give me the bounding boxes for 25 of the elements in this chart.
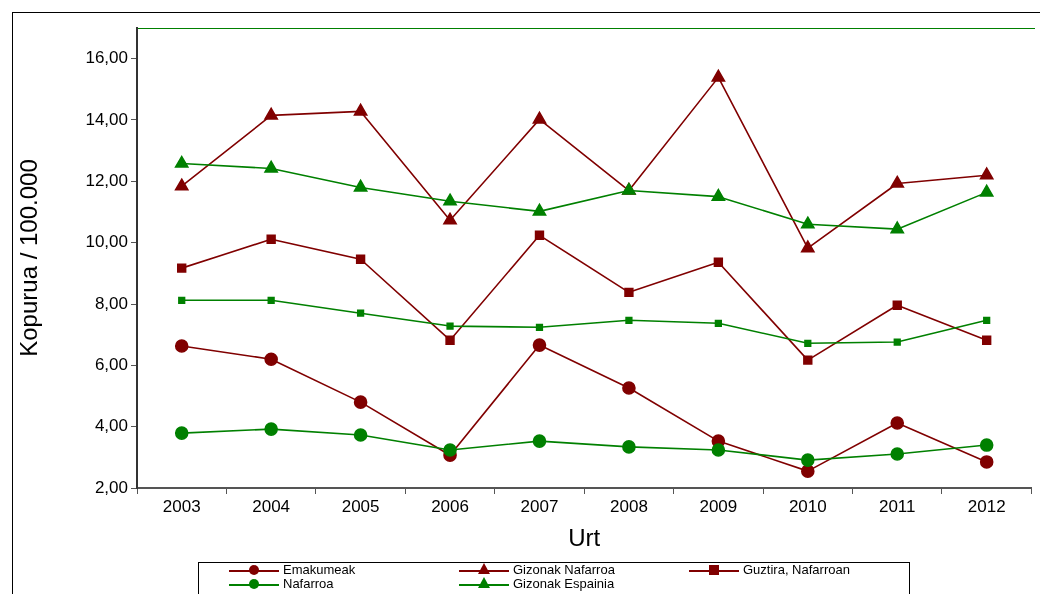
- x-tick-label: 2009: [699, 496, 738, 516]
- y-tick-label: 12,00: [85, 171, 128, 191]
- y-tick-label: 8,00: [94, 293, 128, 313]
- x-tick-label: 2008: [610, 496, 648, 516]
- y-tick-label: 4,00: [94, 416, 128, 436]
- x-tick-label: 2012: [967, 496, 1006, 516]
- x-tick-label: 2004: [252, 496, 291, 516]
- legend-label: Gizonak Espainia: [513, 576, 615, 591]
- y-tick-label: 6,00: [94, 355, 128, 375]
- y-tick-label: 14,00: [85, 109, 128, 129]
- x-tick-label: 2007: [520, 496, 559, 516]
- legend-label: Nafarroa: [283, 576, 334, 591]
- x-tick-label: 2010: [788, 496, 827, 516]
- x-tick-label: 2005: [341, 496, 380, 516]
- legend-label: Guztira, Nafarroan: [743, 562, 850, 577]
- y-tick-label: 10,00: [85, 232, 128, 252]
- x-axis-title: Urt: [568, 524, 601, 552]
- x-tick-label: 2003: [162, 496, 201, 516]
- x-tick-label: 2011: [878, 496, 916, 516]
- y-axis-title: Kopurua / 100.000: [15, 159, 43, 357]
- x-tick-label: 2006: [431, 496, 469, 516]
- legend-label: Emakumeak: [283, 562, 356, 577]
- legend-label: Gizonak Nafarroa: [513, 562, 615, 577]
- y-tick-label: 2,00: [94, 477, 128, 497]
- y-tick-label: 16,00: [85, 48, 128, 68]
